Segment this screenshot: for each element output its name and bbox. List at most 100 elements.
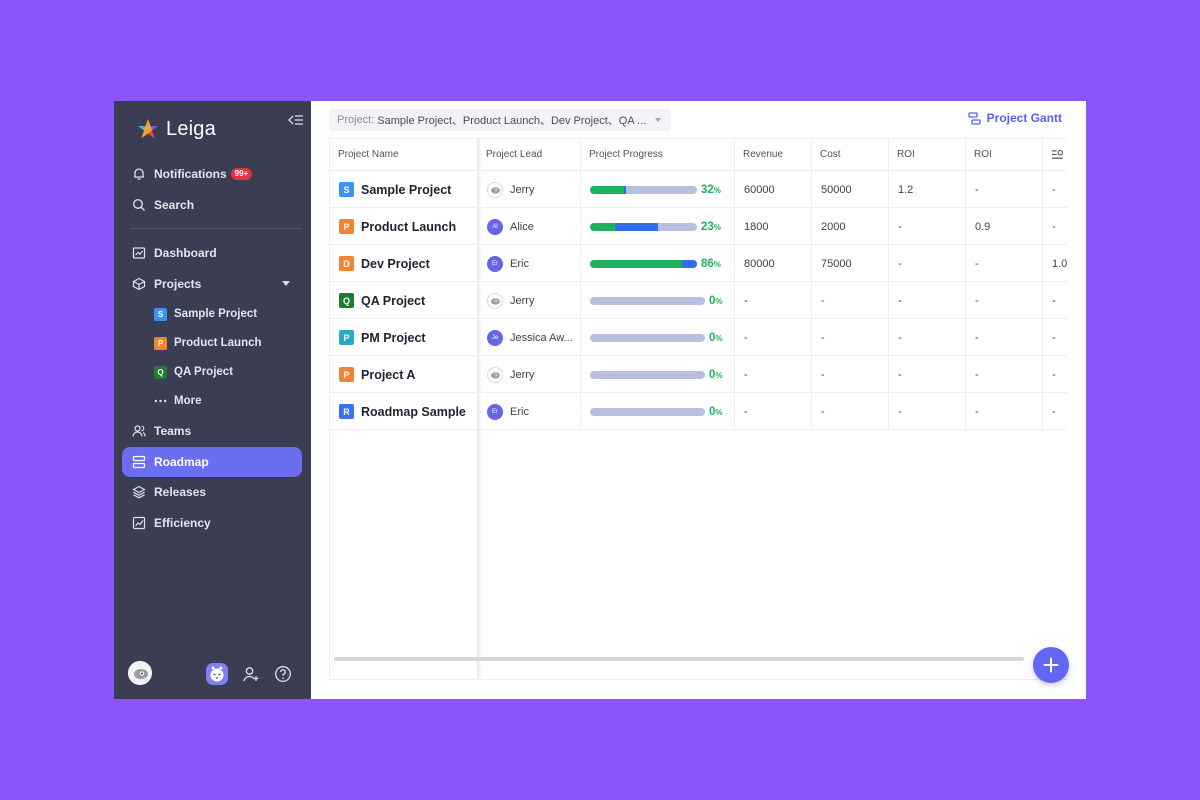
sidebar-item-releases[interactable]: Releases (122, 478, 302, 506)
revenue-cell[interactable]: - (735, 282, 812, 319)
add-button[interactable] (1033, 647, 1069, 683)
roi-cell[interactable]: - (889, 356, 966, 393)
sidebar-item-notifications[interactable]: Notifications 99+ (122, 160, 302, 188)
roi-cell[interactable]: - (889, 282, 966, 319)
sidebar-item-roadmap[interactable]: Roadmap (122, 447, 302, 477)
project-lead-cell[interactable]: Jerry (478, 171, 581, 208)
roi-cell[interactable]: 1.2 (889, 171, 966, 208)
table-header: Project Name Project Lead Project Progre… (330, 139, 1067, 171)
project-lead-cell[interactable]: Er Eric (478, 245, 581, 282)
horizontal-scrollbar[interactable] (334, 657, 1024, 661)
revenue-cell[interactable]: - (735, 319, 812, 356)
project-letter-icon: P (154, 336, 167, 350)
table-row[interactable]: Q QA Project Jerry 0% - - - - - (330, 282, 1067, 319)
column-header-lead[interactable]: Project Lead (478, 139, 581, 171)
project-lead-cell[interactable]: Jerry (478, 356, 581, 393)
chevron-down-icon[interactable] (282, 281, 290, 286)
column-header-cost[interactable]: Cost (812, 139, 889, 171)
project-lead-cell[interactable]: Je Jessica Aw... (478, 319, 581, 356)
revenue-cell[interactable]: 1800 (735, 208, 812, 245)
project-name: Dev Project (361, 256, 430, 271)
project-filter-select[interactable]: Project: Sample Project、Product Launch、D… (329, 109, 671, 131)
cost-cell[interactable]: - (812, 319, 889, 356)
progress-cell: 86% (581, 245, 735, 282)
sidebar-item-projects[interactable]: Projects (122, 270, 302, 298)
cost-cell[interactable]: - (812, 282, 889, 319)
table-row[interactable]: P Product Launch Al Alice 23% 1800 2000-0.9- (330, 208, 1067, 245)
help-icon[interactable] (274, 665, 292, 683)
avatar[interactable] (128, 661, 152, 685)
sidebar-subitem-project[interactable]: P Product Launch (154, 332, 262, 354)
project-name-cell[interactable]: Q QA Project (330, 282, 478, 319)
table-row[interactable]: S Sample Project Jerry 32% 60000 50000 1.2- - (330, 171, 1067, 208)
add-user-icon[interactable] (242, 665, 260, 683)
roi-cell[interactable]: - (1043, 171, 1067, 208)
sidebar-subitem-project[interactable]: S Sample Project (154, 303, 257, 325)
roi-cell[interactable]: - (1043, 393, 1067, 430)
roi-cell[interactable]: - (966, 356, 1043, 393)
roi-cell[interactable]: - (889, 208, 966, 245)
avatar (487, 366, 503, 383)
workspace-avatar[interactable] (206, 663, 228, 685)
revenue-cell[interactable]: 80000 (735, 245, 812, 282)
table-row[interactable]: P PM Project Je Jessica Aw... 0% - - - - - (330, 319, 1067, 356)
avatar-icon (491, 297, 500, 305)
roi-cell[interactable]: - (889, 245, 966, 282)
roi-cell[interactable]: - (889, 319, 966, 356)
project-lead-cell[interactable]: Jerry (478, 282, 581, 319)
revenue-cell[interactable]: 60000 (735, 171, 812, 208)
collapse-sidebar-icon[interactable] (288, 114, 304, 126)
project-name-cell[interactable]: P PM Project (330, 319, 478, 356)
project-name-cell[interactable]: P Project A (330, 356, 478, 393)
chart-icon (132, 516, 146, 530)
project-name-cell[interactable]: S Sample Project (330, 171, 478, 208)
project-gantt-button[interactable]: Project Gantt (967, 111, 1062, 125)
cost-cell[interactable]: 2000 (812, 208, 889, 245)
project-name-cell[interactable]: P Product Launch (330, 208, 478, 245)
column-header-roi[interactable]: ROI (966, 139, 1043, 171)
avatar (487, 292, 503, 309)
sidebar-subitem-project[interactable]: Q QA Project (154, 361, 233, 383)
column-header-roi[interactable]: ROI (889, 139, 966, 171)
avatar: Er (487, 403, 503, 420)
column-header-revenue[interactable]: Revenue (735, 139, 812, 171)
revenue-cell[interactable]: - (735, 393, 812, 430)
sidebar-subitem-more[interactable]: More (154, 390, 201, 412)
roi-cell[interactable]: 0.9 (966, 208, 1043, 245)
roi-cell[interactable]: - (1043, 356, 1067, 393)
sidebar-item-efficiency[interactable]: Efficiency (122, 509, 302, 537)
column-header-name[interactable]: Project Name (330, 139, 478, 171)
table-row[interactable]: R Roadmap Sample Er Eric 0% - - - - - (330, 393, 1067, 430)
project-name-cell[interactable]: D Dev Project (330, 245, 478, 282)
roi-cell[interactable]: - (889, 393, 966, 430)
cost-cell[interactable]: 50000 (812, 171, 889, 208)
logo[interactable]: Leiga (136, 117, 216, 141)
roi-cell[interactable]: - (1043, 208, 1067, 245)
progress-done-segment (590, 222, 615, 231)
roi-cell[interactable]: - (1043, 319, 1067, 356)
sidebar-item-teams[interactable]: Teams (122, 417, 302, 445)
project-name-cell[interactable]: R Roadmap Sample (330, 393, 478, 430)
project-lead-cell[interactable]: Al Alice (478, 208, 581, 245)
table-row[interactable]: P Project A Jerry 0% - - - - - (330, 356, 1067, 393)
column-header-progress[interactable]: Project Progress (581, 139, 735, 171)
roi-cell[interactable]: - (966, 171, 1043, 208)
cost-cell[interactable]: 75000 (812, 245, 889, 282)
sidebar-item-search[interactable]: Search (122, 191, 302, 219)
progress-bar (590, 333, 705, 342)
roi-cell[interactable]: - (966, 319, 1043, 356)
roi-cell[interactable]: - (966, 282, 1043, 319)
cost-cell[interactable]: - (812, 356, 889, 393)
column-settings-icon[interactable] (1051, 149, 1064, 160)
roi-cell[interactable]: 1.06 (1043, 245, 1067, 282)
revenue-cell[interactable]: - (735, 356, 812, 393)
project-lead-cell[interactable]: Er Eric (478, 393, 581, 430)
more-dots-icon (154, 399, 167, 403)
sidebar-item-dashboard[interactable]: Dashboard (122, 239, 302, 267)
cost-cell[interactable]: - (812, 393, 889, 430)
avatar: Er (487, 255, 503, 272)
roi-cell[interactable]: - (1043, 282, 1067, 319)
roi-cell[interactable]: - (966, 393, 1043, 430)
roi-cell[interactable]: - (966, 245, 1043, 282)
